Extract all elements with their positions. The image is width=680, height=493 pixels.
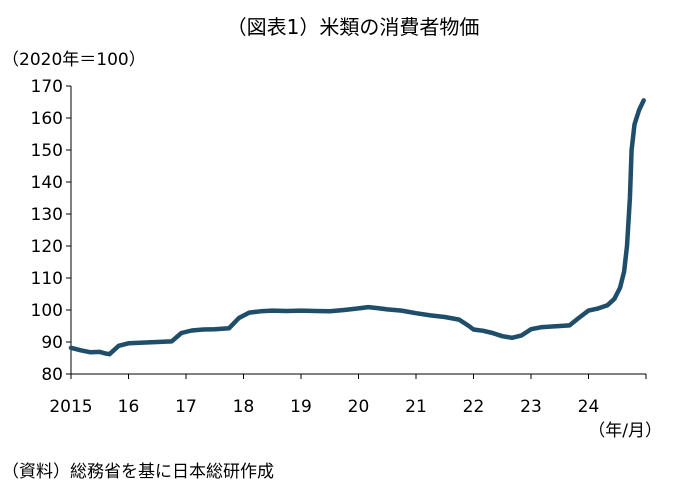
x-tick-label: 18	[233, 397, 255, 417]
x-axis-unit-label: （年/月）	[588, 421, 662, 441]
y-tick-label: 80	[41, 365, 63, 385]
x-tick-label: 24	[578, 397, 600, 417]
source-note: （資料）総務省を基に日本総研作成	[2, 462, 274, 482]
y-tick-label: 120	[31, 237, 63, 257]
y-tick-label: 100	[31, 301, 63, 321]
axes	[70, 86, 646, 375]
x-tick-label: 19	[290, 397, 312, 417]
series-layer	[68, 98, 646, 357]
y-tick-label: 140	[31, 173, 63, 193]
y-axis-ticks: 80 90 100 110 120 130 140 150 160 170	[31, 77, 71, 385]
y-tick-label: 170	[31, 77, 63, 97]
chart-title: （図表1）米類の消費者物価	[227, 15, 480, 39]
x-tick-label: 2015	[49, 397, 92, 417]
y-tick-label: 160	[31, 109, 63, 129]
x-tick-label: 20	[348, 397, 370, 417]
x-axis-ticks: 2015 16 17 18 19 20 21 22 23 24	[49, 374, 647, 417]
x-tick-label: 21	[405, 397, 427, 417]
x-tick-label: 22	[463, 397, 485, 417]
y-tick-label: 130	[31, 205, 63, 225]
x-tick-label: 23	[520, 397, 542, 417]
y-tick-label: 90	[41, 333, 63, 353]
y-axis-unit-label: （2020年＝100）	[2, 50, 146, 70]
y-tick-label: 110	[31, 269, 63, 289]
y-tick-label: 150	[31, 141, 63, 161]
series-line-rice-cpi	[68, 98, 646, 357]
x-tick-label: 16	[118, 397, 140, 417]
x-tick-label: 17	[175, 397, 197, 417]
